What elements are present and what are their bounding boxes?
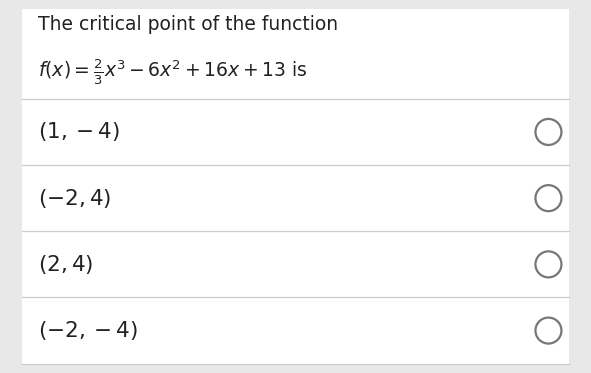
Text: $(-2, 4)$: $(-2, 4)$ [38, 186, 112, 210]
Text: $f(x) = \frac{2}{3}x^3 - 6x^2 + 16x + 13$ is: $f(x) = \frac{2}{3}x^3 - 6x^2 + 16x + 13… [38, 58, 308, 87]
Text: The critical point of the function: The critical point of the function [38, 15, 339, 34]
Text: $(1, -4)$: $(1, -4)$ [38, 120, 120, 144]
Text: $(2, 4)$: $(2, 4)$ [38, 253, 94, 276]
Text: $(-2, -4)$: $(-2, -4)$ [38, 319, 138, 342]
